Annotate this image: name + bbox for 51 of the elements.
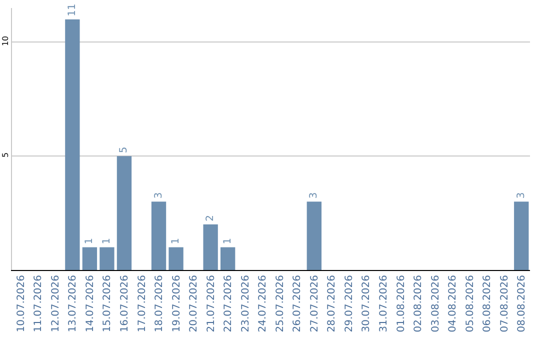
data-label: 1 [101, 238, 112, 244]
x-tick-label: 01.08.2026 [396, 275, 407, 332]
x-tick-label: 02.08.2026 [413, 275, 424, 332]
data-label: 3 [308, 192, 320, 199]
x-tick-label: 21.07.2026 [206, 275, 217, 332]
data-label: 1 [222, 238, 234, 244]
x-tick-label: 30.07.2026 [361, 275, 372, 332]
bar [203, 224, 218, 270]
x-tick-label: 18.07.2026 [154, 275, 166, 332]
x-tick-label: 23.07.2026 [240, 275, 252, 332]
x-tick-label: 26.07.2026 [292, 275, 304, 332]
data-label: 3 [516, 192, 527, 199]
x-tick-label: 15.07.2026 [102, 275, 114, 332]
bar [116, 156, 132, 270]
x-tick-label: 17.07.2026 [136, 275, 148, 332]
x-tick-label: 10.07.2026 [16, 275, 27, 332]
x-tick-label: 08.08.2026 [516, 275, 528, 332]
data-label: 1 [170, 238, 182, 244]
x-tick-label: 19.07.2026 [171, 275, 182, 332]
data-label: 11 [66, 4, 78, 16]
bar [100, 247, 114, 270]
x-tick-label: 04.08.2026 [448, 275, 459, 332]
x-tick-label: 31.07.2026 [378, 275, 390, 332]
x-tick-label: 13.07.2026 [68, 275, 79, 332]
bar [65, 19, 80, 270]
x-tick-label: 11.07.2026 [33, 275, 44, 332]
x-tick-label: 16.07.2026 [119, 275, 130, 332]
x-tick-label: 27.07.2026 [309, 275, 320, 332]
x-tick-label: 05.08.2026 [464, 275, 476, 332]
bar [82, 247, 98, 270]
x-tick-label: 14.07.2026 [84, 275, 96, 332]
y-tick-label: 10 [0, 36, 10, 46]
x-tick-label: 07.08.2026 [499, 275, 510, 332]
x-tick-label: 28.07.2026 [326, 275, 338, 332]
data-label: 2 [205, 215, 216, 222]
data-label: 3 [153, 192, 164, 199]
data-label: 5 [118, 146, 130, 154]
x-tick-label: 24.07.2026 [258, 275, 269, 332]
x-tick-label: 03.08.2026 [430, 275, 442, 332]
bar [514, 202, 529, 270]
x-tick-label: 29.07.2026 [344, 275, 355, 332]
x-tick-label: 22.07.2026 [223, 275, 234, 332]
bar [306, 202, 322, 270]
bar [151, 202, 166, 270]
x-tick-label: 20.07.2026 [188, 275, 200, 332]
bar [220, 247, 236, 270]
bar [168, 247, 184, 270]
data-label: 1 [84, 238, 96, 244]
x-tick-label: 06.08.2026 [482, 275, 494, 332]
x-tick-label: 12.07.2026 [50, 275, 62, 332]
x-tick-label: 25.07.2026 [274, 275, 286, 332]
